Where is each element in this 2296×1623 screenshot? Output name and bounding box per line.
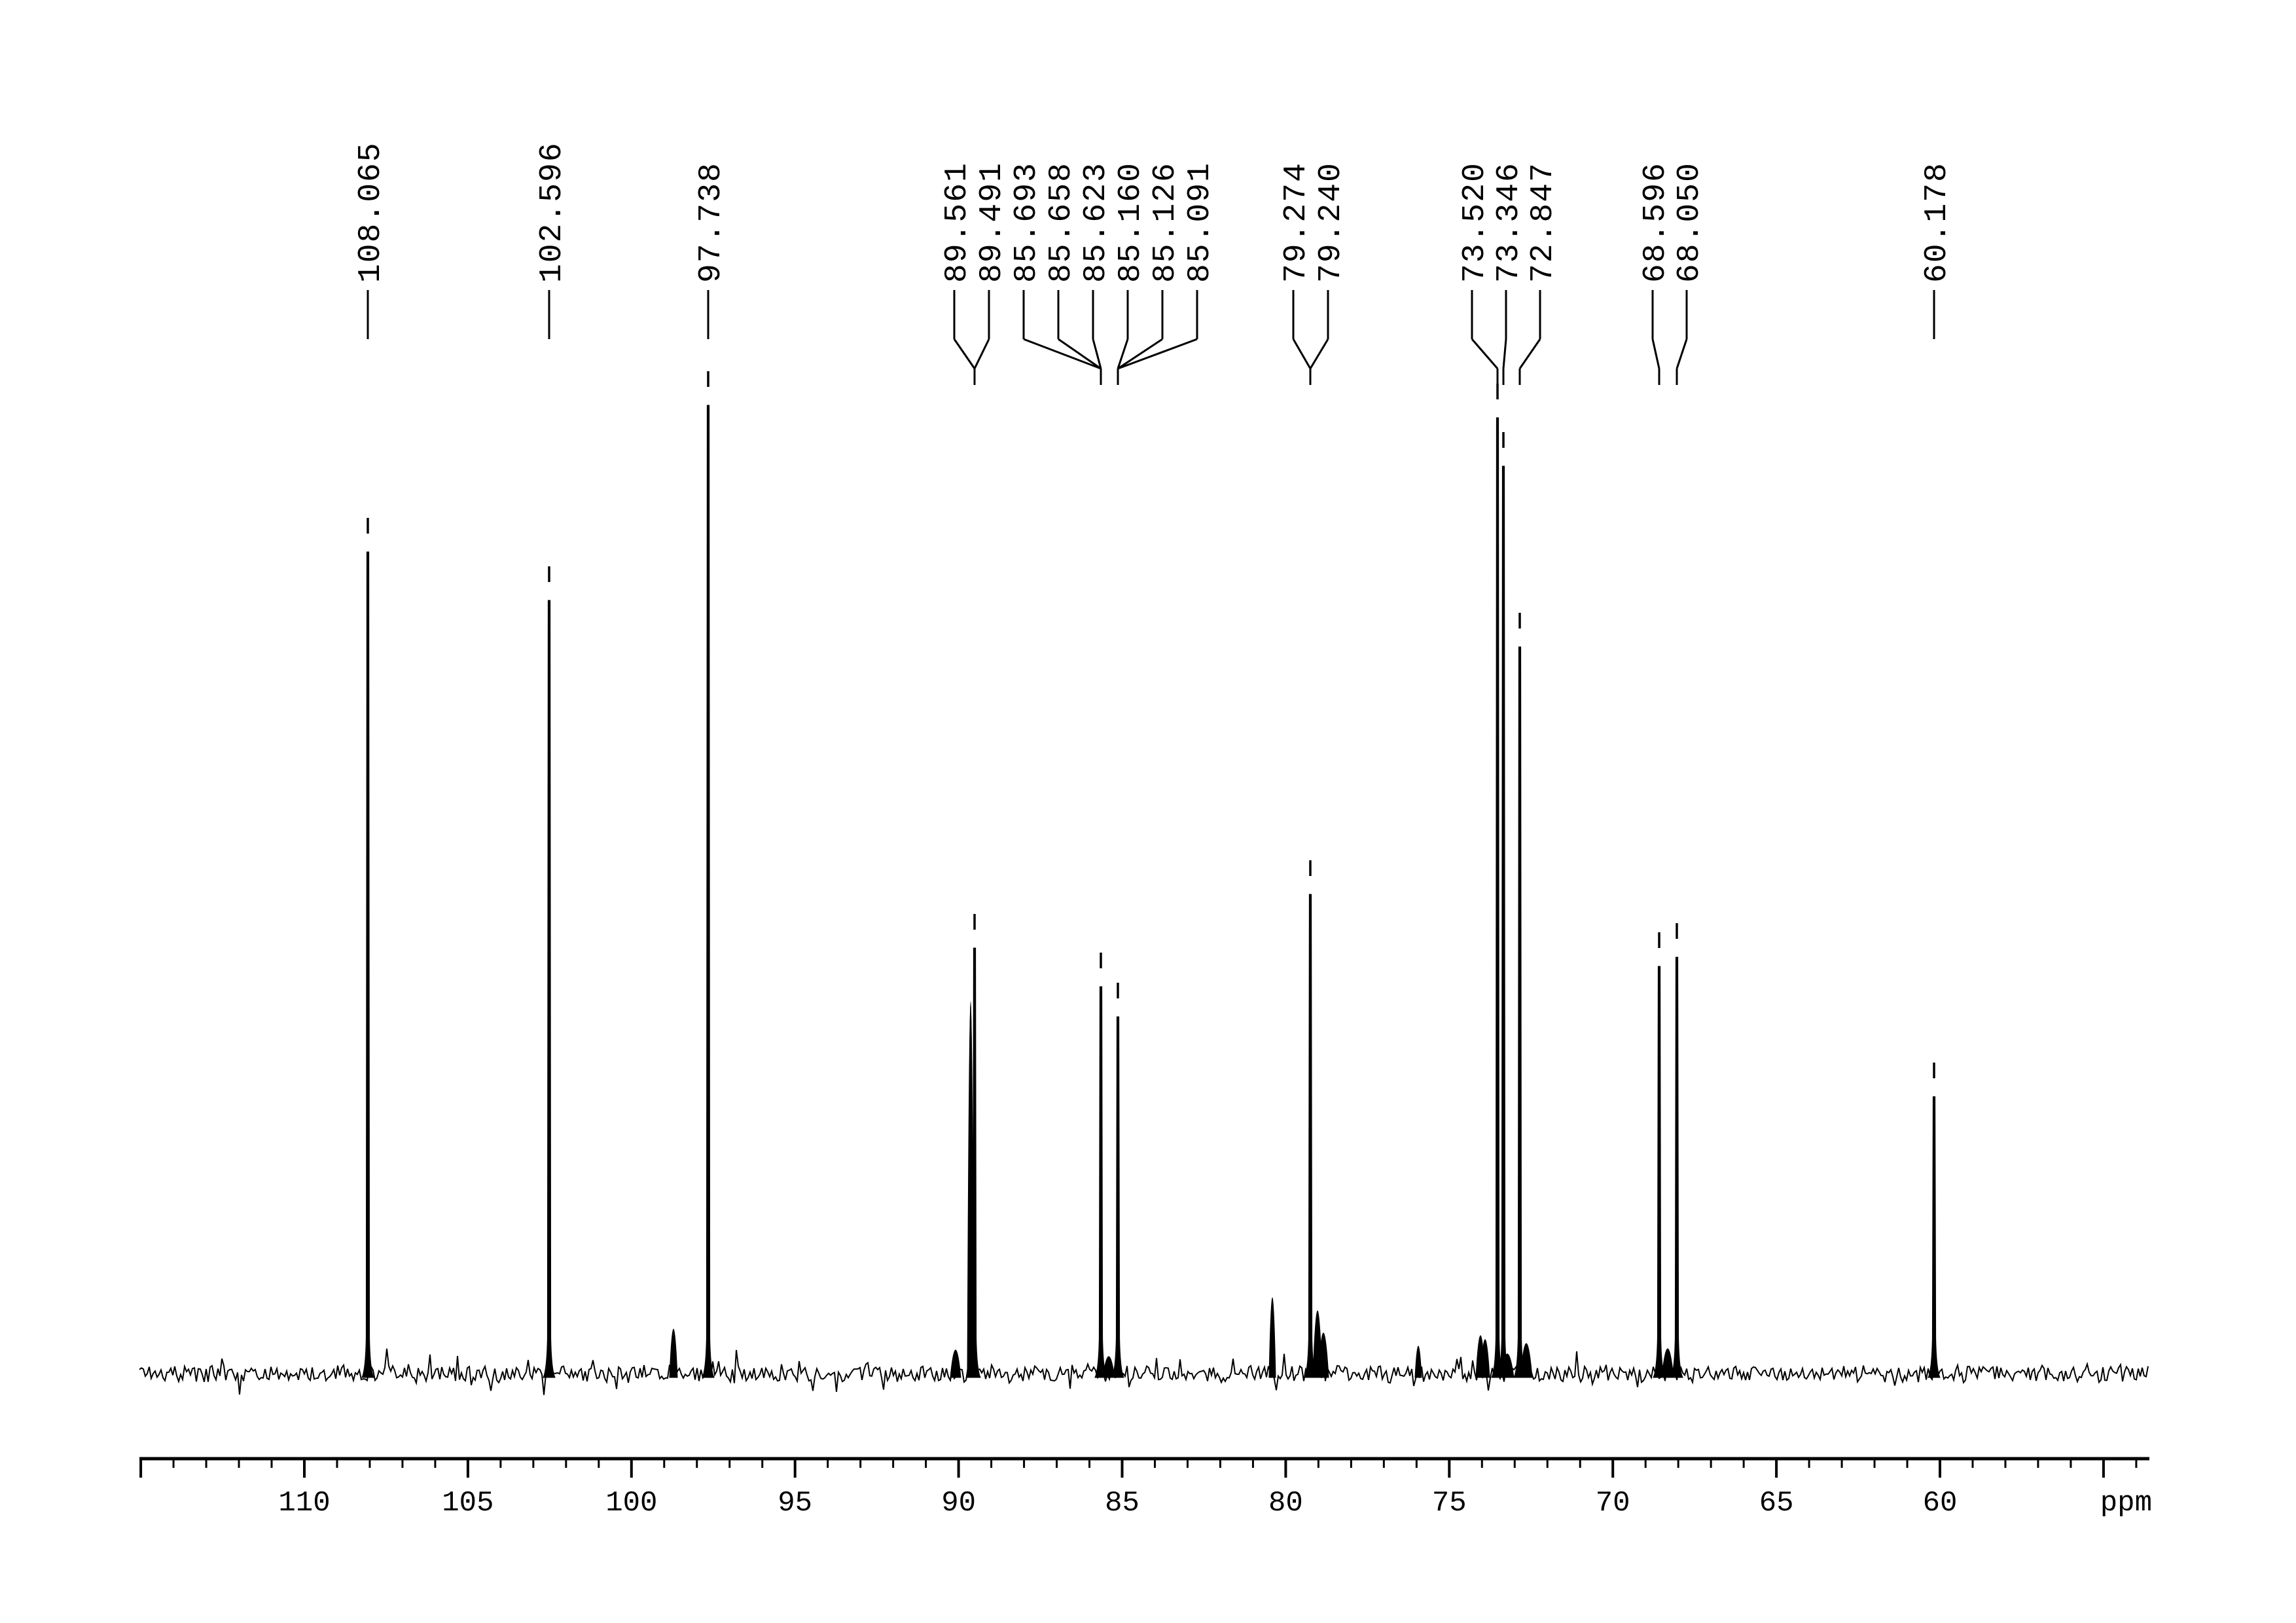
peak-spike — [1653, 966, 1666, 1378]
axis-tick-label-60: 60 — [1923, 1487, 1958, 1520]
peak-label-60.178: 60.178 — [1920, 162, 1955, 283]
peak-label-73.520: 73.520 — [1458, 162, 1493, 283]
peak-spikes — [361, 405, 1941, 1378]
peak-label-108.065: 108.065 — [353, 141, 389, 283]
peak-label-102.596: 102.596 — [535, 141, 570, 283]
axis-tick-label-100: 100 — [605, 1487, 657, 1520]
peak-spike — [1094, 986, 1107, 1378]
peak-label-85.623: 85.623 — [1079, 162, 1114, 283]
peak-spike — [361, 551, 374, 1378]
axis-tick-label-85: 85 — [1105, 1487, 1139, 1520]
peak-spike — [1304, 894, 1317, 1378]
peak-label-85.658: 85.658 — [1044, 162, 1079, 283]
label-diagonal-line — [1117, 338, 1198, 370]
axis-tick-label-75: 75 — [1432, 1487, 1467, 1520]
minor-bump — [1480, 1339, 1490, 1378]
label-diagonal-line — [1117, 338, 1163, 370]
axis-tick-label-105: 105 — [442, 1487, 493, 1520]
axis-tick-label-110: 110 — [278, 1487, 330, 1520]
minor-bump — [1414, 1345, 1422, 1378]
label-diagonal-line — [953, 338, 976, 369]
minor-bump — [669, 1328, 678, 1378]
label-connector-lines — [367, 290, 1935, 385]
axis-tick-label-95: 95 — [778, 1487, 812, 1520]
noise-polyline — [139, 1348, 2149, 1395]
baseline-noise-trace — [139, 1348, 2149, 1395]
peak-label-85.091: 85.091 — [1183, 162, 1218, 283]
label-diagonal-line — [1502, 338, 1507, 369]
peak-spike — [1670, 957, 1683, 1378]
peak-label-89.491: 89.491 — [975, 162, 1010, 283]
peak-spike — [1497, 465, 1510, 1378]
label-diagonal-line — [1117, 338, 1129, 369]
peak-label-68.050: 68.050 — [1672, 162, 1708, 283]
peak-label-68.596: 68.596 — [1638, 162, 1674, 283]
peak-spike — [1928, 1096, 1941, 1378]
label-diagonal-line — [1651, 338, 1660, 369]
peak-spike — [702, 405, 715, 1378]
peak-label-79.240: 79.240 — [1314, 162, 1349, 283]
x-axis: 110 105 100 95 90 85 80 75 70 65 60 ppm — [139, 1457, 2152, 1520]
peak-spike — [1111, 1016, 1124, 1378]
minor-bump — [1318, 1332, 1329, 1378]
peak-label-85.693: 85.693 — [1009, 162, 1045, 283]
axis-tick-label-70: 70 — [1596, 1487, 1630, 1520]
peak-label-72.847: 72.847 — [1526, 162, 1561, 283]
label-diagonal-line — [1676, 338, 1688, 369]
label-diagonal-line — [1058, 338, 1102, 370]
label-diagonal-line — [1518, 338, 1541, 369]
peak-label-79.274: 79.274 — [1279, 162, 1314, 283]
peak-spike — [968, 947, 981, 1378]
axis-tick-label-80: 80 — [1268, 1487, 1303, 1520]
label-diagonal-line — [1471, 338, 1499, 369]
label-diagonal-line — [1292, 338, 1312, 369]
peak-value-labels: 108.065 102.596 97.738 89.561 89.491 85.693 85… — [353, 141, 1955, 283]
peak-spike — [1513, 646, 1526, 1378]
label-diagonal-line — [973, 338, 990, 369]
minor-bump — [950, 1349, 961, 1378]
peak-label-73.346: 73.346 — [1492, 162, 1527, 283]
label-diagonal-line — [1309, 338, 1329, 369]
label-diagonal-line — [1092, 338, 1102, 369]
minor-bump — [1268, 1297, 1276, 1378]
peak-top-markers — [367, 371, 1935, 1078]
axis-unit-label: ppm — [2100, 1487, 2152, 1520]
peak-label-85.126: 85.126 — [1148, 162, 1183, 283]
minor-peak-bumps — [669, 1001, 1674, 1378]
peak-spike — [543, 600, 556, 1378]
peak-label-97.738: 97.738 — [694, 162, 729, 283]
peak-label-89.561: 89.561 — [940, 162, 975, 283]
label-diagonal-line — [1023, 338, 1102, 370]
peak-label-85.160: 85.160 — [1113, 162, 1149, 283]
axis-tick-label-65: 65 — [1759, 1487, 1794, 1520]
axis-tick-label-90: 90 — [941, 1487, 976, 1520]
